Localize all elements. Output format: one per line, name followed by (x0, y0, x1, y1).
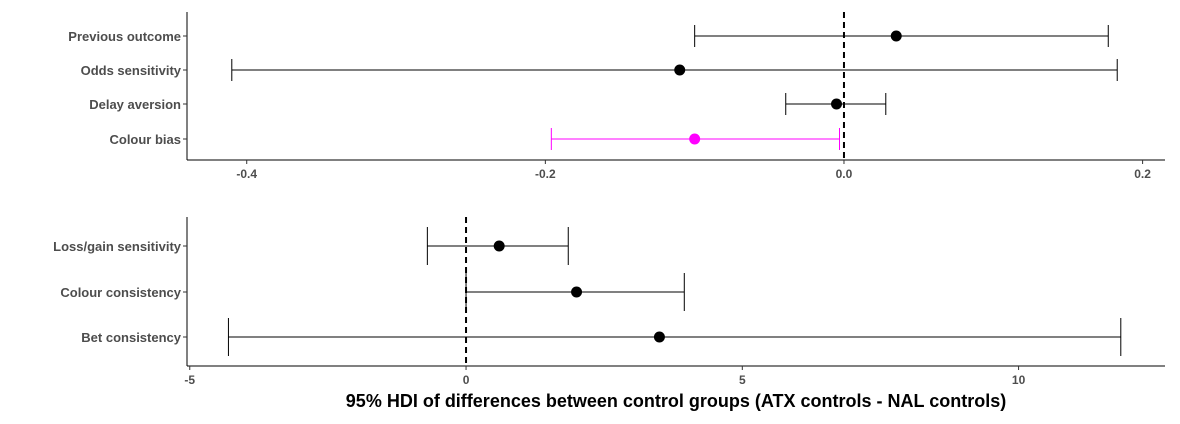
category-label: Loss/gain sensitivity (53, 239, 182, 254)
category-label: Colour consistency (60, 285, 181, 300)
category-label: Previous outcome (68, 29, 181, 44)
estimate-point (571, 286, 583, 298)
x-tick-label: 0 (463, 373, 470, 387)
panel-top: -0.4 -0.2 0.0 0.2 Previous outcome Odds sensi… (68, 12, 1165, 181)
estimate-point (674, 64, 686, 76)
x-tick-label: 5 (739, 373, 746, 387)
x-axis-title: 95% HDI of differences between control g… (346, 391, 1006, 411)
estimate-point (831, 98, 843, 110)
x-tick-label: -5 (184, 373, 195, 387)
x-tick-label: -0.4 (236, 167, 257, 181)
panel-bottom: -5 0 5 10 Loss/gain sensitivity Colour consis… (53, 217, 1165, 387)
category-label: Bet consistency (81, 330, 181, 345)
category-label: Delay aversion (89, 97, 181, 112)
estimate-point (689, 133, 701, 145)
x-tick-label: 10 (1012, 373, 1026, 387)
estimate-point (493, 240, 505, 252)
x-tick-label: -0.2 (535, 167, 556, 181)
estimate-point (653, 331, 665, 343)
category-label: Odds sensitivity (81, 63, 182, 78)
estimate-point (890, 30, 902, 42)
x-tick-label: 0.0 (836, 167, 853, 181)
category-label: Colour bias (109, 132, 181, 147)
x-tick-label: 0.2 (1134, 167, 1151, 181)
